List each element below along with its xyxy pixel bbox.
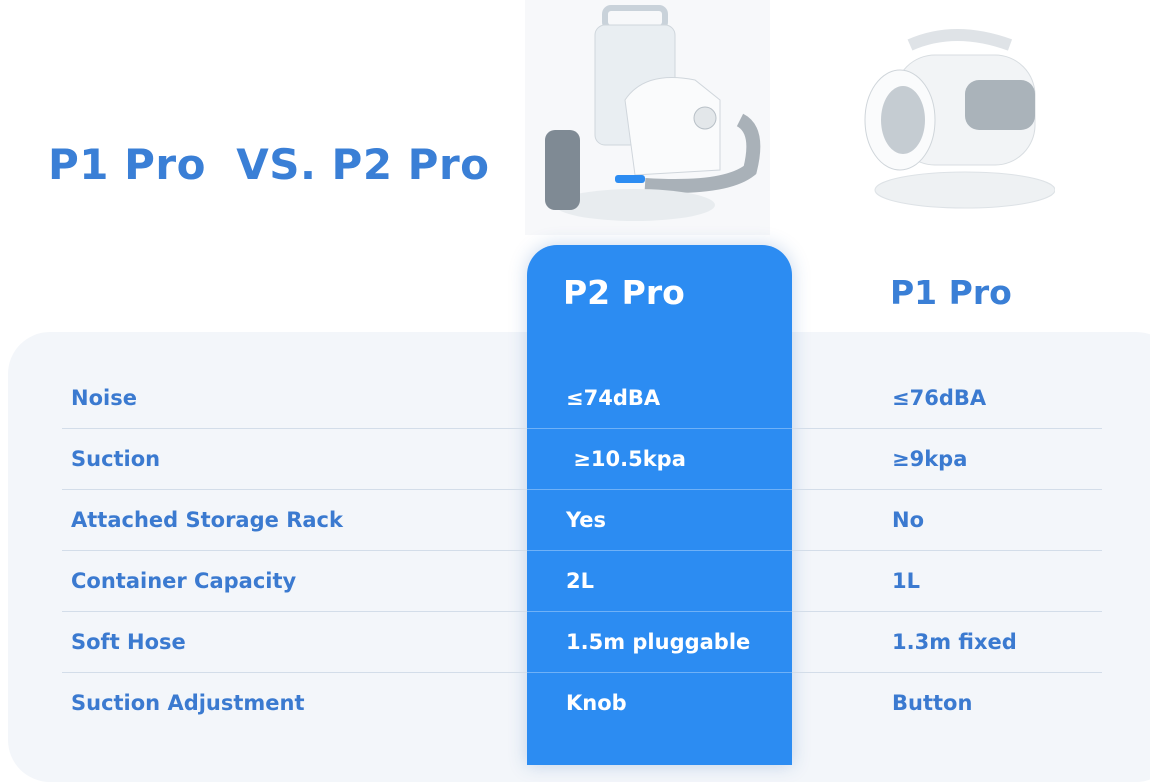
p1-pro-value: No	[892, 508, 925, 532]
p2-pro-value: Knob	[566, 691, 627, 715]
p2-pro-value: ≤74dBA	[566, 386, 661, 410]
p2-pro-value: 1.5m pluggable	[566, 630, 751, 654]
row-divider	[792, 428, 1102, 429]
row-divider	[527, 672, 792, 673]
p1-pro-value: 1L	[892, 569, 920, 593]
row-divider	[527, 550, 792, 551]
p1-pro-value: Button	[892, 691, 973, 715]
table-row: Container Capacity 2L 1L	[0, 551, 1150, 612]
row-label: Attached Storage Rack	[71, 508, 343, 532]
row-label: Soft Hose	[71, 630, 186, 654]
p1-pro-value: 1.3m fixed	[892, 630, 1017, 654]
row-label: Suction	[71, 447, 161, 471]
row-divider	[792, 672, 1102, 673]
table-row: Soft Hose 1.5m pluggable 1.3m fixed	[0, 612, 1150, 673]
page-title: P1 Pro VS. P2 Pro	[48, 140, 490, 189]
row-label: Container Capacity	[71, 569, 297, 593]
row-divider	[792, 550, 1102, 551]
table-row: Suction ≥10.5kpa ≥9kpa	[0, 429, 1150, 490]
p2-pro-value: 2L	[566, 569, 594, 593]
column-header-p1-pro: P1 Pro	[890, 273, 1012, 312]
highlight-column-p2-pro	[527, 245, 792, 765]
column-header-p2-pro: P2 Pro	[563, 273, 685, 312]
row-label: Suction Adjustment	[71, 691, 305, 715]
row-divider	[62, 489, 527, 490]
table-row: Noise ≤74dBA ≤76dBA	[0, 368, 1150, 429]
p2-pro-value: Yes	[566, 508, 607, 532]
row-divider	[62, 550, 527, 551]
row-divider	[62, 428, 527, 429]
table-row: Attached Storage Rack Yes No	[0, 490, 1150, 551]
p1-pro-product-image	[864, 29, 1055, 209]
row-divider	[62, 611, 527, 612]
p1-pro-value: ≥9kpa	[892, 447, 968, 471]
row-divider	[62, 672, 527, 673]
p2-pro-product-image	[525, 0, 770, 235]
table-row: Suction Adjustment Knob Button	[0, 673, 1150, 734]
row-divider	[792, 611, 1102, 612]
row-divider	[792, 489, 1102, 490]
p2-pro-value: ≥10.5kpa	[566, 447, 686, 471]
row-divider	[527, 428, 792, 429]
row-divider	[527, 489, 792, 490]
p1-pro-value: ≤76dBA	[892, 386, 987, 410]
row-label: Noise	[71, 386, 137, 410]
row-divider	[527, 611, 792, 612]
